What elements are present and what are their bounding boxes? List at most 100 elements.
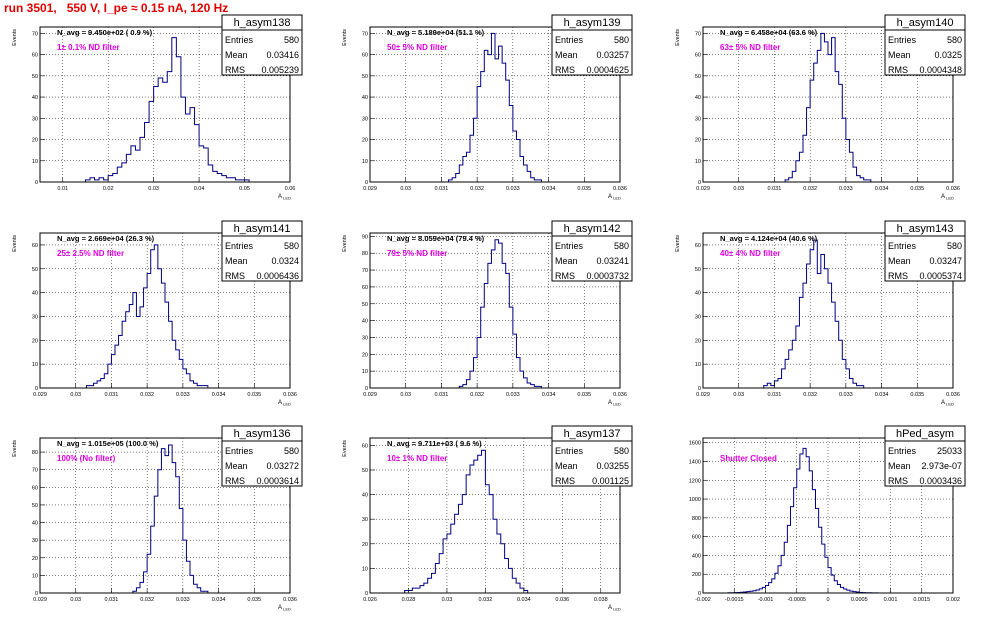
stat-label: Mean <box>888 256 911 266</box>
x-tick-label: 0.029 <box>696 392 710 398</box>
filter-annotation: 63± 5% ND filter <box>720 43 780 52</box>
navg-label: N_avg = 1.015e+05 (100.0 %) <box>57 439 159 448</box>
y-tick-label: 50 <box>695 267 701 273</box>
x-tick-label: 0.036 <box>613 186 627 192</box>
y-tick-label: 40 <box>695 291 701 297</box>
stat-value: 0.03255 <box>596 461 629 471</box>
y-tick-label: 1600 <box>689 441 701 447</box>
stat-value: 0.03241 <box>596 256 629 266</box>
x-tick-label: 0.03 <box>70 392 81 398</box>
y-tick-label: 0 <box>365 386 368 392</box>
x-tick-label: 0.035 <box>247 392 261 398</box>
x-tick-label: 0.033 <box>176 392 190 398</box>
x-axis-title: A LED <box>608 400 621 407</box>
y-tick-label: 600 <box>692 535 701 541</box>
x-tick-label: 0.034 <box>542 186 556 192</box>
y-tick-label: 20 <box>695 138 701 144</box>
x-tick-label: 0.0005 <box>851 597 868 603</box>
histogram-name: h_asym137 <box>564 428 621 440</box>
x-tick-label: 0.028 <box>402 597 416 603</box>
y-tick-label: 10 <box>695 362 701 368</box>
stats-box: h_asym141 Entries 580 Mean 0.0324 RMS 0.000643… <box>221 220 303 282</box>
y-tick-label: 50 <box>362 74 368 80</box>
y-tick-label: 1200 <box>689 478 701 484</box>
histogram-name: h_asym141 <box>234 223 291 235</box>
y-tick-label: 50 <box>362 302 368 308</box>
y-axis-title: Events <box>675 29 681 46</box>
filter-annotation: 10± 1% ND filter <box>387 454 447 463</box>
y-tick-label: 60 <box>362 53 368 59</box>
plot-frame <box>702 232 954 389</box>
stats-box-frame <box>884 425 966 487</box>
y-tick-label: 20 <box>32 138 38 144</box>
x-axis-title: A LED <box>941 194 954 201</box>
histogram-name: h_asym140 <box>897 17 954 29</box>
y-tick-label: 40 <box>362 493 368 499</box>
stat-value: 580 <box>947 241 962 251</box>
histogram-panel-hPed_asym: -0.002 -0.0015 -0.001 -0.0005 0 0.0005 0.001 0.… <box>689 425 966 603</box>
y-tick-label: 1000 <box>689 497 701 503</box>
x-axis-title: A LED <box>278 400 291 407</box>
x-tick-label: 0.033 <box>176 597 190 603</box>
y-tick-label: 40 <box>362 319 368 325</box>
y-tick-label: 30 <box>362 335 368 341</box>
y-axis-title: Events <box>342 440 348 457</box>
x-axis-title: A LED <box>278 194 291 201</box>
x-tick-label: 0.029 <box>33 597 47 603</box>
stat-label: RMS <box>225 476 245 486</box>
y-tick-label: 10 <box>32 573 38 579</box>
stat-label: RMS <box>555 271 575 281</box>
y-tick-label: 70 <box>695 31 701 37</box>
stat-value: 580 <box>947 35 962 45</box>
plot-frame <box>702 26 954 183</box>
stat-label: RMS <box>888 65 908 75</box>
navg-label: N_avg = 6.458e+04 (63.6 %) <box>720 28 818 37</box>
histogram-panel-h_asym141: 0.029 0.03 0.031 0.032 0.033 0.034 0.035 0.036 0… <box>12 220 303 407</box>
y-tick-label: 20 <box>362 138 368 144</box>
y-tick-label: 200 <box>692 572 701 578</box>
x-tick-label: 0.032 <box>479 597 493 603</box>
x-axis-title: A LED <box>608 605 621 612</box>
stat-label: RMS <box>225 271 245 281</box>
x-tick-label: 0.03 <box>400 186 411 192</box>
y-tick-label: 50 <box>695 74 701 80</box>
stat-value: 580 <box>284 446 299 456</box>
stat-value: 580 <box>614 446 629 456</box>
x-tick-label: 0.034 <box>875 392 889 398</box>
y-tick-label: 40 <box>362 95 368 101</box>
y-tick-label: 70 <box>362 31 368 37</box>
stats-box-frame <box>884 14 966 76</box>
stat-label: RMS <box>555 476 575 486</box>
y-tick-label: 1400 <box>689 459 701 465</box>
y-tick-label: 0 <box>365 591 368 597</box>
x-tick-label: 0.03 <box>148 186 159 192</box>
y-axis-title: Events <box>342 29 348 46</box>
x-tick-label: -0.0015 <box>725 597 744 603</box>
stat-value: 0.03247 <box>929 256 962 266</box>
stats-box: h_asym143 Entries 580 Mean 0.03247 RMS 0.00053… <box>884 220 966 282</box>
x-tick-label: 0.031 <box>105 597 119 603</box>
x-tick-label: 0.034 <box>517 597 531 603</box>
x-axis-title: A LED <box>278 605 291 612</box>
x-tick-label: 0.031 <box>768 186 782 192</box>
histogram-name: hPed_asym <box>896 428 954 440</box>
y-tick-label: 60 <box>695 53 701 59</box>
y-tick-label: 40 <box>695 95 701 101</box>
histogram-name: h_asym139 <box>564 17 621 29</box>
histogram-line <box>84 37 250 182</box>
navg-label: N_avg = 9.711e+03 ( 9.6 %) <box>387 439 482 448</box>
x-tick-label: 0.034 <box>212 392 226 398</box>
y-tick-label: 10 <box>32 362 38 368</box>
filter-annotation: 40± 4% ND filter <box>720 249 780 258</box>
stat-value: 0.001125 <box>592 476 629 486</box>
stats-box-frame <box>884 220 966 282</box>
histogram-line <box>763 239 865 388</box>
stat-label: Entries <box>555 241 584 251</box>
y-tick-label: 80 <box>32 450 38 456</box>
stat-value: 580 <box>614 241 629 251</box>
stats-box: h_asym140 Entries 580 Mean 0.0325 RMS 0.000434… <box>884 14 966 76</box>
navg-label: N_avg = 9.450e+02 ( 0.9 %) <box>57 28 153 37</box>
x-tick-label: -0.002 <box>695 597 711 603</box>
y-tick-label: 90 <box>362 234 368 240</box>
